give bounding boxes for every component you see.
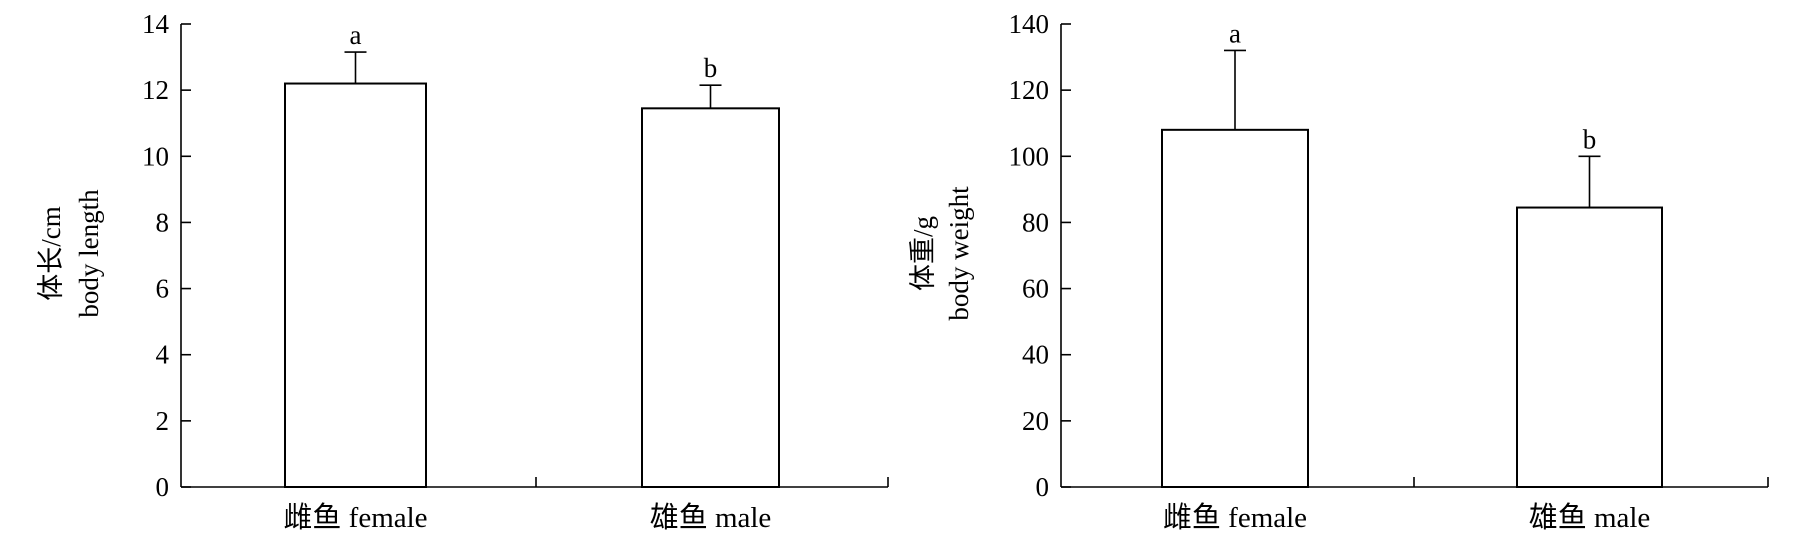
y-tick-label: 4 [156,340,170,370]
x-category-label: 雌鱼 female [283,501,427,534]
y-tick-label: 100 [1009,141,1050,171]
y-axis-title-en: body weight [944,186,974,321]
y-tick-label: 120 [1009,75,1050,105]
bar [1161,128,1309,488]
y-tick-label: 10 [142,141,169,171]
significance-label: b [1583,124,1597,154]
y-tick-label: 140 [1009,9,1050,39]
significance-label: a [1229,18,1241,48]
y-tick-label: 0 [156,472,170,502]
y-tick-label: 14 [142,9,170,39]
y-axis-title-cn: 体长/cm [36,206,66,301]
y-tick-label: 8 [156,207,170,237]
y-tick-label: 6 [156,274,170,304]
significance-label: a [350,20,362,50]
y-tick-label: 0 [1036,472,1050,502]
y-tick-label: 80 [1022,207,1049,237]
x-category-label: 雌鱼 female [1163,501,1307,534]
x-category-label: 雄鱼 male [1529,501,1651,534]
y-axis-title-cn: 体重/g [908,216,938,291]
y-tick-label: 12 [142,75,169,105]
y-tick-label: 40 [1022,340,1049,370]
x-category-label: 雄鱼 male [650,501,772,534]
significance-label: b [704,53,718,83]
chart-1: 0 2 4 6 8 10 12 14 a 雌鱼 female b 雄鱼 male 体长/cm body l… [36,9,889,534]
bar [1516,206,1663,489]
y-tick-label: 20 [1022,406,1049,436]
bar [641,107,780,488]
y-tick-label: 2 [156,406,170,436]
bar [284,82,427,489]
y-tick-label: 60 [1022,274,1049,304]
chart-2: 0 20 40 60 80 100 120 140 a 雌鱼 female b 雄鱼 male 体重/g… [908,9,1769,534]
y-axis-title-en: body length [74,189,104,318]
